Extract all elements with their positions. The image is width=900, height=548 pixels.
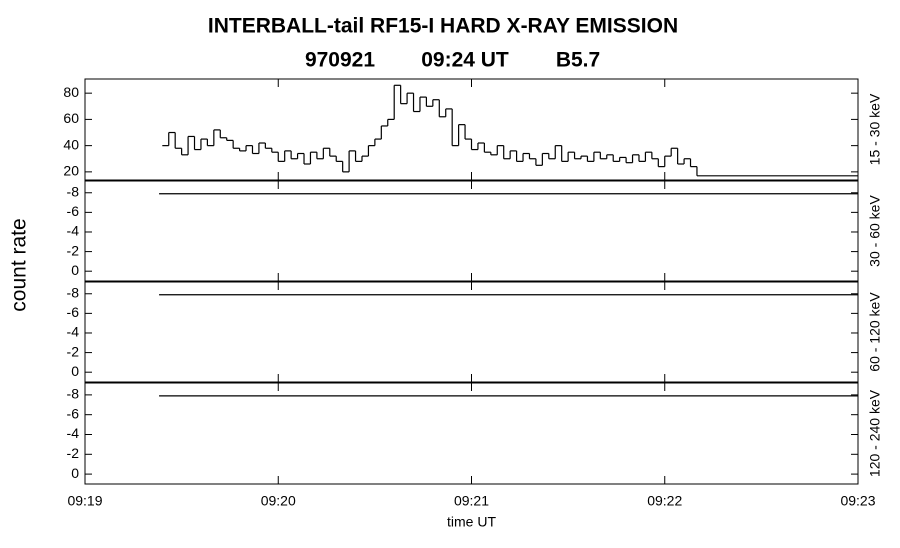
y-tick-label: -8 bbox=[67, 183, 80, 199]
y-tick-label: 0 bbox=[71, 465, 79, 481]
y-tick-label: 40 bbox=[63, 136, 79, 152]
y-tick-label: 20 bbox=[63, 163, 79, 179]
y-axis-label: count rate bbox=[8, 218, 31, 311]
channel-label: 120 - 240 keV bbox=[867, 389, 883, 477]
y-tick-label: -2 bbox=[67, 343, 80, 359]
y-tick-label: -4 bbox=[67, 223, 80, 239]
y-tick-label: -8 bbox=[67, 386, 80, 402]
x-tick-label: 09:22 bbox=[647, 493, 682, 509]
y-tick-label: 60 bbox=[63, 110, 79, 126]
channel-label: 30 - 60 keV bbox=[867, 195, 883, 267]
y-tick-label: -4 bbox=[67, 324, 80, 340]
y-tick-label: 0 bbox=[71, 262, 79, 278]
x-axis-label: time UT bbox=[447, 514, 496, 530]
y-tick-label: 80 bbox=[63, 84, 79, 100]
x-tick-label: 09:23 bbox=[840, 493, 875, 509]
y-tick-label: -6 bbox=[67, 304, 80, 320]
y-tick-label: -2 bbox=[67, 445, 80, 461]
date: 970921 bbox=[305, 49, 375, 72]
flare-class: B5.7 bbox=[556, 49, 600, 72]
y-tick-label: -6 bbox=[67, 203, 80, 219]
x-tick-label: 09:19 bbox=[67, 493, 102, 509]
channel-label: 15 - 30 keV bbox=[867, 93, 883, 165]
x-tick-label: 09:20 bbox=[261, 493, 296, 509]
time: 09:24 UT bbox=[421, 49, 509, 72]
x-tick-label: 09:21 bbox=[454, 493, 489, 509]
y-tick-label: -8 bbox=[67, 284, 80, 300]
y-tick-label: -2 bbox=[67, 242, 80, 258]
y-tick-label: 0 bbox=[71, 363, 79, 379]
y-tick-label: -4 bbox=[67, 425, 80, 441]
chart-title: INTERBALL-tail RF15-I HARD X-RAY EMISSIO… bbox=[208, 15, 678, 38]
y-tick-label: -6 bbox=[67, 405, 80, 421]
channel-label: 60 - 120 keV bbox=[867, 292, 883, 372]
